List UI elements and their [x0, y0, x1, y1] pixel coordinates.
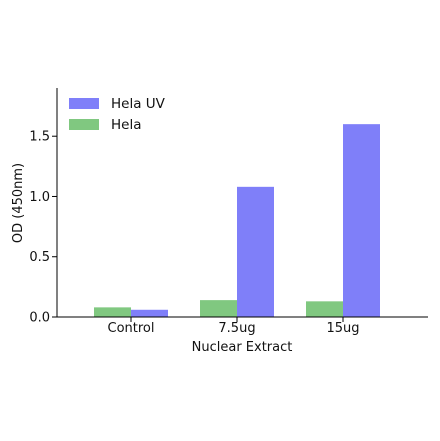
bar-hela-uv-15ug [343, 124, 380, 317]
x-ticks-layer: Control 7.5ug 15ug [108, 317, 360, 336]
legend-swatch [69, 98, 99, 109]
x-axis-title: Nuclear Extract [192, 340, 293, 355]
bars-layer [94, 124, 380, 317]
y-ticks-layer: 0.0 0.5 1.0 1.5 [29, 130, 57, 326]
bar-hela-uv-7-5ug [237, 186, 274, 317]
y-tick-label: 1.0 [29, 190, 50, 205]
y-axis-title: OD (450nm) [11, 163, 26, 243]
legend-label: Hela UV [111, 96, 166, 112]
x-tick-label: 15ug [326, 321, 359, 336]
y-tick-label: 1.5 [29, 130, 50, 145]
legend-swatch [69, 119, 99, 130]
plot-area: 0.0 0.5 1.0 1.5 Control 7.5ug 15ug [29, 88, 428, 336]
y-tick-label: 0.0 [29, 311, 50, 326]
x-tick-label: 7.5ug [218, 321, 255, 336]
bar-hela-uv-control [131, 309, 168, 317]
x-tick-label: Control [108, 321, 155, 336]
bar-hela-control [94, 307, 131, 317]
bar-hela-15ug [306, 301, 343, 317]
y-tick-label: 0.5 [29, 250, 50, 265]
legend-label: Hela [111, 117, 141, 133]
legend: Hela UV Hela [69, 96, 166, 133]
bar-hela-7-5ug [200, 300, 237, 317]
